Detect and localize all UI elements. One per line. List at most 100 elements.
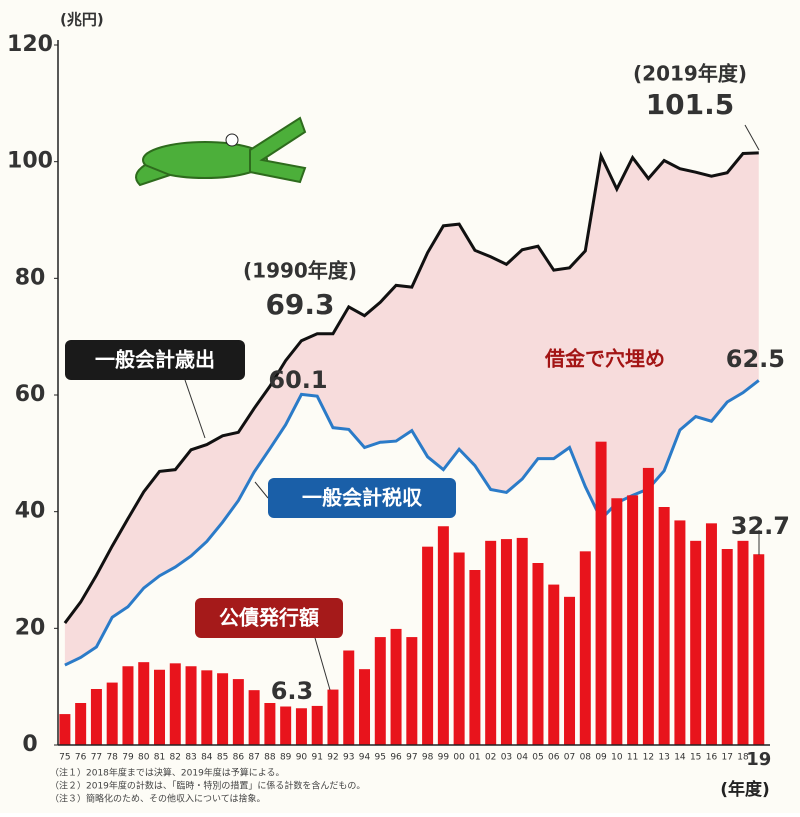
bar xyxy=(264,703,276,745)
annotation: (2019年度) xyxy=(633,62,747,86)
bar xyxy=(359,669,371,745)
x-tick-label: 75 xyxy=(59,753,70,763)
note: （注２）2019年度の計数は、「臨時・特別の措置」に係る計数を含んだもの。 xyxy=(50,780,365,792)
x-tick-label: 04 xyxy=(516,753,528,763)
note: （注１）2018年度までは決算、2019年度は予算による。 xyxy=(50,767,285,779)
bar xyxy=(469,570,481,745)
crocodile xyxy=(135,116,307,187)
x-tick-label: 11 xyxy=(627,753,638,763)
x-tick-label: 12 xyxy=(643,753,654,763)
x-tick-label: 03 xyxy=(501,753,512,763)
bar xyxy=(579,551,591,745)
x-tick-label: 97 xyxy=(406,753,417,763)
data-label: 62.5 xyxy=(726,345,785,373)
x-tick-label: 13 xyxy=(658,753,669,763)
x-tick-label: 19 xyxy=(746,749,771,770)
fill-between xyxy=(64,152,759,666)
fill-label: 借金で穴埋め xyxy=(544,347,665,371)
x-tick-label: 02 xyxy=(485,753,496,763)
x-tick-label: 93 xyxy=(343,753,354,763)
y-tick-label: 100 xyxy=(7,149,53,174)
x-tick-label: 84 xyxy=(201,753,213,763)
bar xyxy=(248,690,260,745)
annotation: (1990年度) xyxy=(243,259,357,283)
bar xyxy=(548,584,560,745)
data-label: 101.5 xyxy=(646,88,735,121)
x-tick-label: 99 xyxy=(438,753,450,763)
y-tick-label: 20 xyxy=(15,615,46,640)
y-unit: (兆円) xyxy=(60,11,104,29)
x-tick-label: 16 xyxy=(706,753,718,763)
bar xyxy=(169,663,181,745)
series-label: 公債発行額 xyxy=(219,606,319,630)
bar xyxy=(232,679,244,745)
bar xyxy=(500,539,512,745)
x-tick-label: 15 xyxy=(690,753,701,763)
data-label: 60.1 xyxy=(268,366,327,394)
leader-line xyxy=(254,481,269,499)
bar xyxy=(674,520,686,745)
x-tick-label: 80 xyxy=(138,753,150,763)
x-tick-label: 00 xyxy=(453,753,465,763)
bar xyxy=(90,689,102,745)
bar xyxy=(485,540,497,745)
bar xyxy=(185,666,197,745)
x-tick-label: 95 xyxy=(375,753,386,763)
bar xyxy=(422,546,434,745)
x-tick-label: 98 xyxy=(422,753,434,763)
x-label: (年度) xyxy=(720,779,770,800)
bar xyxy=(154,669,166,745)
x-tick-label: 76 xyxy=(75,753,87,763)
x-tick-label: 89 xyxy=(280,753,292,763)
bar xyxy=(753,554,765,745)
x-tick-label: 77 xyxy=(91,753,102,763)
data-label: 32.7 xyxy=(731,512,790,540)
bar xyxy=(595,441,607,745)
leader-line xyxy=(184,379,206,439)
x-tick-label: 17 xyxy=(721,753,732,763)
bar xyxy=(611,498,623,745)
bar xyxy=(295,708,307,745)
y-tick-label: 0 xyxy=(22,732,37,757)
bar xyxy=(658,507,670,745)
x-tick-label: 07 xyxy=(564,753,575,763)
bar xyxy=(437,526,449,745)
bar xyxy=(390,628,402,745)
series-label: 一般会計歳出 xyxy=(95,348,215,372)
bar xyxy=(106,682,118,745)
y-tick-label: 80 xyxy=(15,265,46,290)
bar xyxy=(201,670,213,745)
bar xyxy=(374,637,386,745)
plot xyxy=(59,150,765,745)
x-tick-label: 18 xyxy=(737,753,749,763)
x-tick-label: 82 xyxy=(170,753,181,763)
x-tick-label: 05 xyxy=(532,753,543,763)
x-tick-label: 87 xyxy=(248,753,259,763)
note: （注３）簡略化のため、その他収入については捨象。 xyxy=(50,793,266,805)
bar xyxy=(280,706,292,745)
y-tick-label: 120 xyxy=(7,32,53,57)
bar xyxy=(59,714,71,745)
bar xyxy=(138,662,150,745)
x-tick-label: 83 xyxy=(185,753,196,763)
y-tick-label: 60 xyxy=(15,382,46,407)
x-tick-label: 10 xyxy=(611,753,623,763)
bar xyxy=(705,523,717,745)
bar xyxy=(532,563,544,745)
bar xyxy=(690,540,702,745)
x-tick-label: 94 xyxy=(359,753,371,763)
x-tick-label: 06 xyxy=(548,753,560,763)
bar xyxy=(516,537,528,745)
line xyxy=(63,150,759,624)
x-tick-label: 78 xyxy=(106,753,118,763)
bar xyxy=(217,673,229,745)
x-tick-label: 85 xyxy=(217,753,228,763)
bar xyxy=(122,666,134,745)
leader-line xyxy=(314,637,331,691)
bar xyxy=(453,552,465,745)
x-tick-label: 88 xyxy=(264,753,276,763)
x-tick-label: 91 xyxy=(311,753,322,763)
y-tick-label: 40 xyxy=(15,499,46,524)
bar xyxy=(75,703,87,745)
